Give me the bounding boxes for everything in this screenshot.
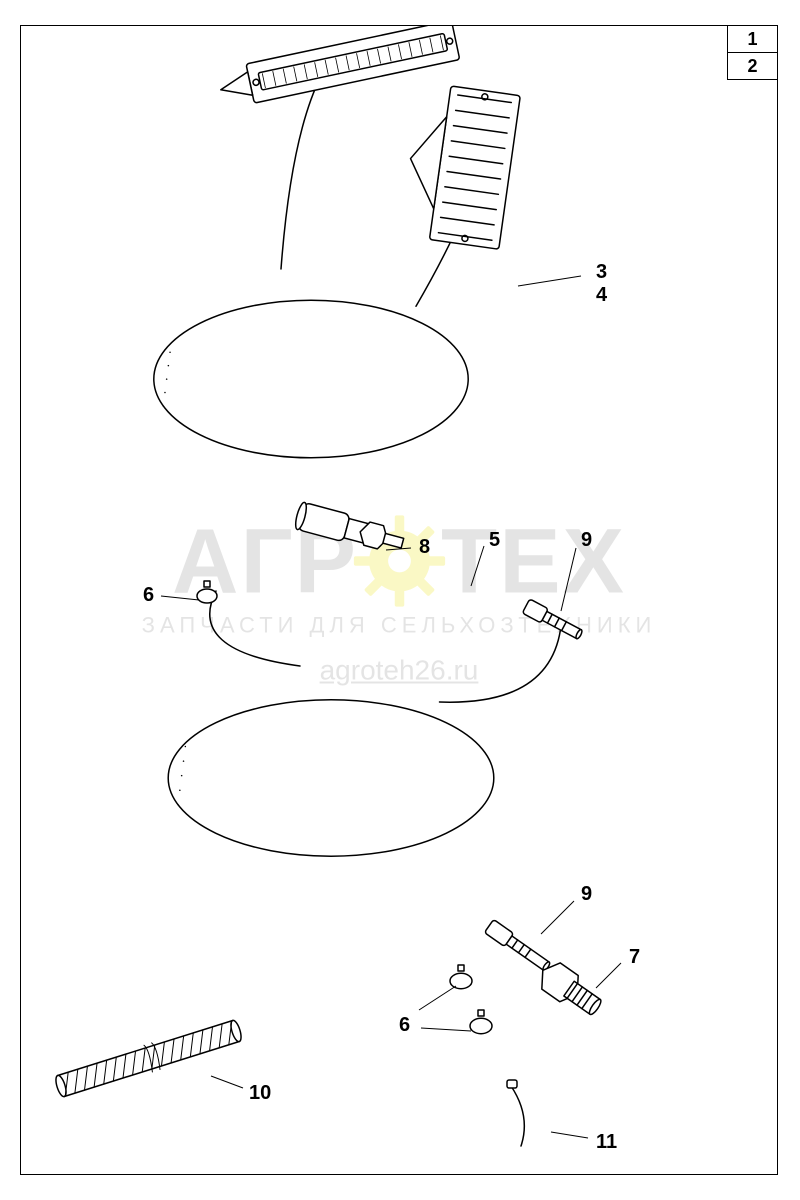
callout-6b: 6 — [399, 1014, 410, 1037]
callout-9b: 9 — [581, 883, 592, 906]
diagram-frame: 1 2 AГР — [20, 25, 778, 1175]
page: 1 2 AГР — [0, 0, 800, 1200]
parts-diagram — [21, 26, 779, 1176]
callout-4: 4 — [596, 284, 607, 307]
callout-7: 7 — [629, 946, 640, 969]
callout-9a: 9 — [581, 529, 592, 552]
callout-5: 5 — [489, 529, 500, 552]
callout-10: 10 — [249, 1082, 271, 1105]
callout-6a: 6 — [143, 584, 154, 607]
callout-3: 3 — [596, 261, 607, 284]
callout-8: 8 — [419, 536, 430, 559]
callout-11: 11 — [596, 1131, 617, 1154]
